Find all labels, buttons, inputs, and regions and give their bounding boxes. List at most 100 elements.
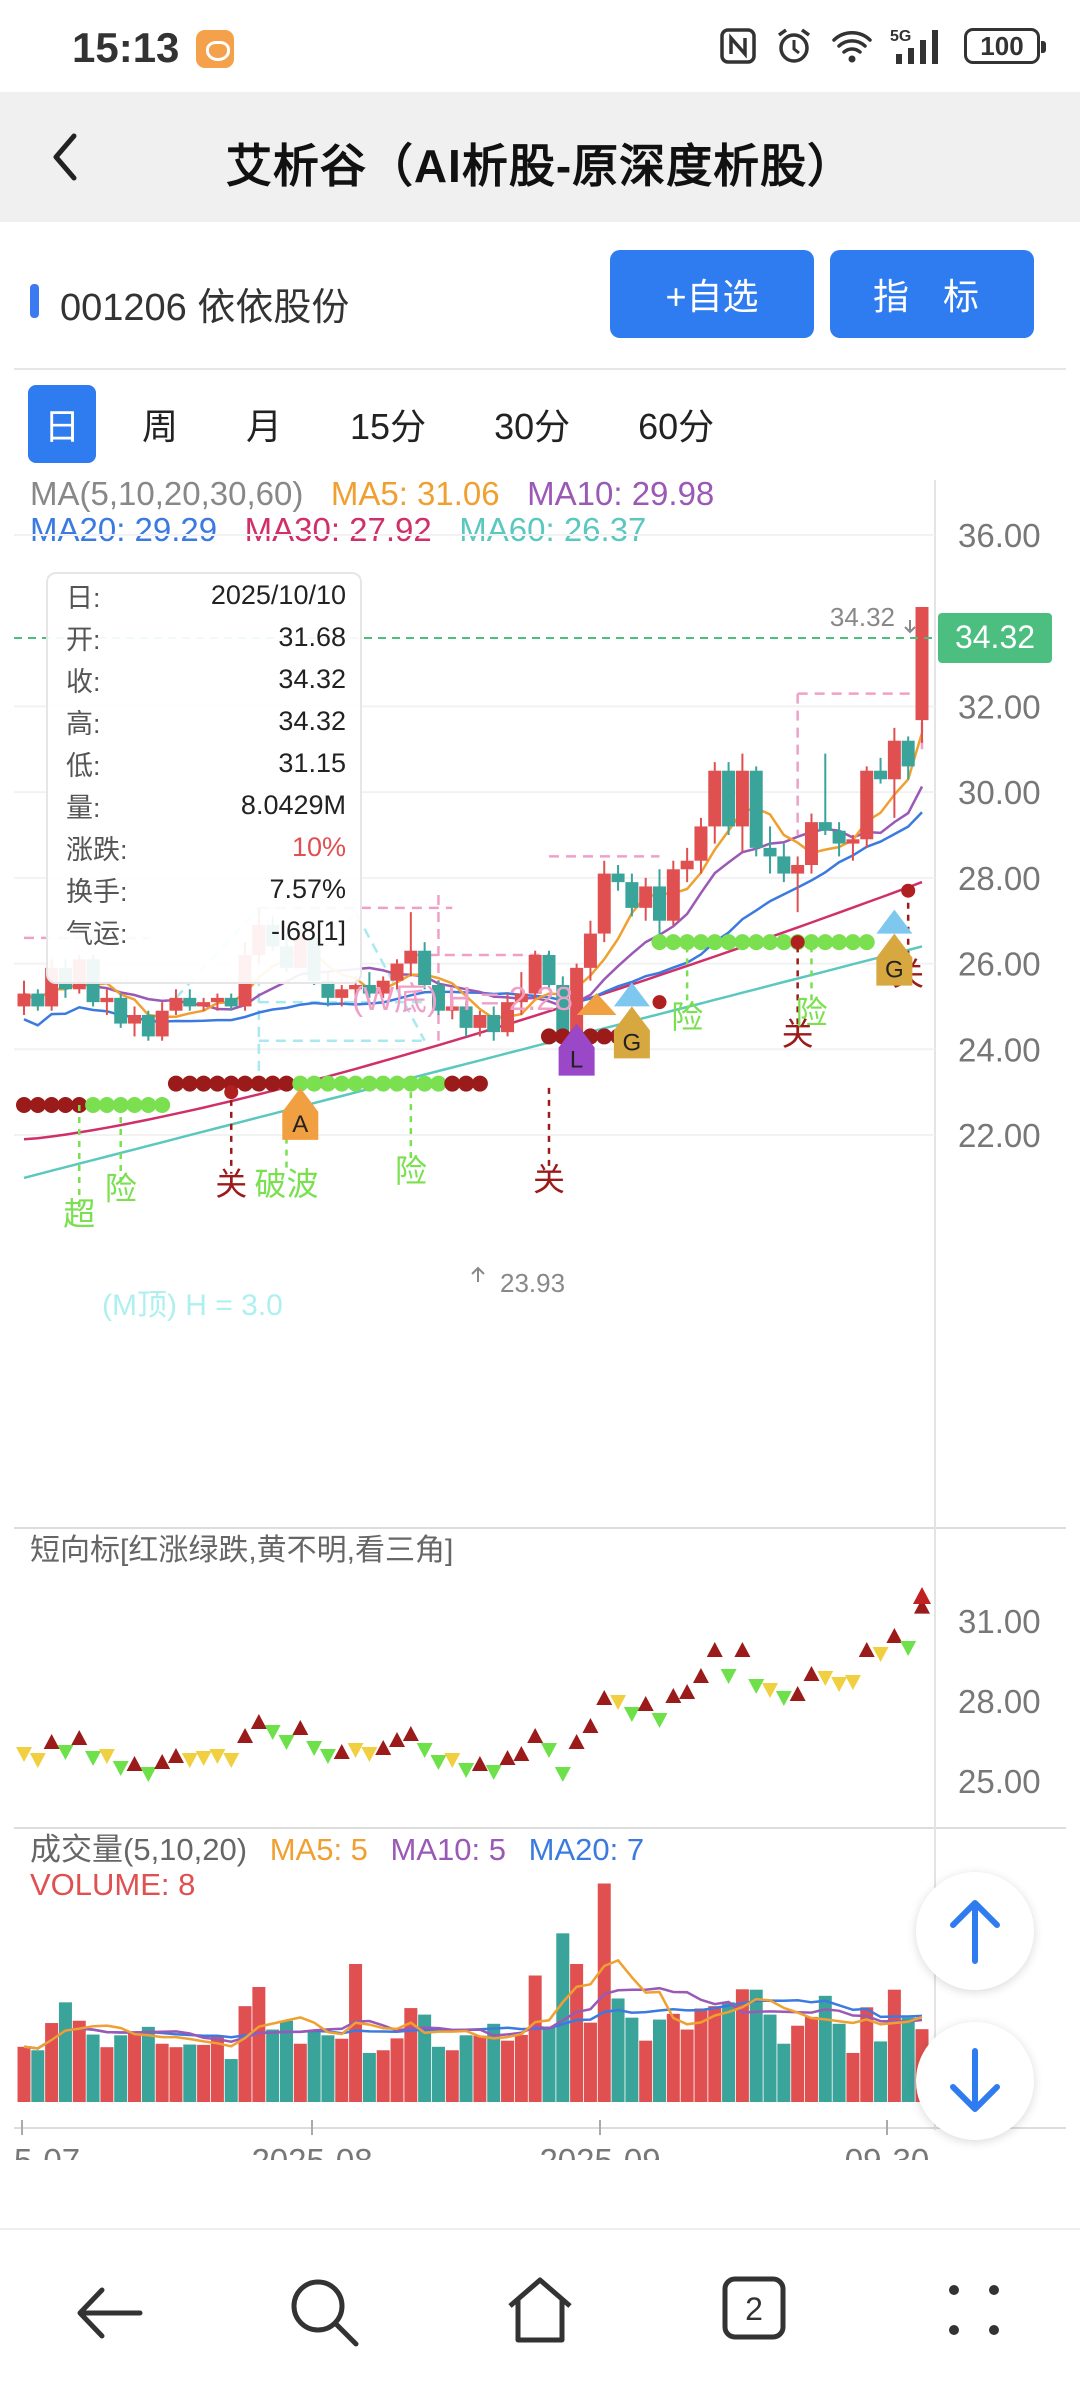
candle-info-box: 日: 2025/10/10 开: 31.68 收: 34.32 高: 34.32 低: 31.15…: [46, 572, 362, 984]
volume-bar: [749, 1989, 763, 2102]
signal-dot: [803, 934, 820, 951]
volume-bar: [197, 2044, 211, 2102]
signal-dot: [734, 934, 751, 951]
kline-chart[interactable]: 超险关破波险关险关险关ALGG 36.0032.0030.0028.0026.0…: [0, 470, 1080, 2160]
signal-dot: [126, 1097, 143, 1113]
candle-body: [183, 997, 197, 1007]
ma-legend-title: MA(5,10,20,30,60): [30, 475, 304, 512]
tab-day[interactable]: 日: [28, 385, 96, 463]
short-axis-label: 25.00: [958, 1763, 1041, 1800]
candle-body: [17, 993, 31, 1007]
ma10-label: MA10: 29.98: [527, 475, 715, 512]
short-axis-label: 31.00: [958, 1603, 1041, 1640]
volume-ma5: MA5: 5: [270, 1832, 368, 1867]
tab-15min[interactable]: 15分: [350, 406, 427, 447]
browser-nav-bar: 2: [0, 2228, 1080, 2402]
volume-bar: [293, 2043, 307, 2102]
info-row: 高: 34.32: [48, 700, 360, 742]
stock-name: 001206 依依股份: [60, 287, 350, 329]
candle-body: [224, 997, 238, 1007]
signal-dot: [540, 1028, 557, 1045]
signal-badge: [876, 933, 913, 986]
tab-60min[interactable]: 60分: [638, 406, 715, 447]
back-arrow-icon[interactable]: [36, 122, 96, 192]
short-indicator-triangle: [914, 1598, 930, 1614]
candle-body: [31, 993, 45, 1007]
volume-bar: [625, 2017, 639, 2102]
candle-body: [694, 826, 708, 861]
badge-label: A: [292, 1111, 308, 1138]
info-key: 收:: [66, 666, 101, 697]
search-icon[interactable]: [286, 2274, 362, 2350]
scroll-up-button[interactable]: [916, 1872, 1034, 1990]
short-indicator-triangle: [167, 1748, 184, 1763]
short-axis-label: 28.00: [958, 1683, 1041, 1720]
signal-dot: [154, 1097, 171, 1113]
volume-bar: [832, 2023, 846, 2102]
ma20-label: MA20: 29.29: [30, 511, 218, 548]
volume-bars: [17, 1883, 929, 2102]
signal-dot: [292, 1075, 309, 1092]
short-indicator-triangle: [762, 1683, 779, 1698]
signal-dot: [347, 1075, 364, 1092]
info-row: 低: 31.15: [48, 742, 360, 784]
volume-bar: [169, 2047, 183, 2102]
short-indicator-triangle: [706, 1642, 723, 1657]
info-key: 气运:: [66, 918, 128, 949]
short-indicator-triangle: [29, 1753, 46, 1768]
indicator-button[interactable]: 指 标: [830, 250, 1034, 338]
candle-body: [321, 980, 335, 998]
volume-bar: [887, 1989, 901, 2102]
candle-body: [791, 865, 805, 874]
signal-dot: [652, 995, 667, 1010]
short-indicator-triangle: [430, 1755, 447, 1770]
candle-body: [210, 997, 224, 1003]
info-row: 量: 8.0429M: [48, 784, 360, 826]
candle-body: [542, 955, 556, 985]
info-row: 涨跌: 10%: [48, 826, 360, 868]
info-key: 日:: [66, 582, 101, 613]
back-icon[interactable]: [70, 2278, 150, 2348]
high-marker-icon: [904, 620, 916, 634]
info-row: 日: 2025/10/10: [48, 574, 360, 616]
scroll-down-button[interactable]: [916, 2022, 1034, 2140]
signal-badge: [613, 1006, 650, 1059]
tab-30min[interactable]: 30分: [494, 406, 571, 447]
signal-dot: [444, 1075, 461, 1092]
candle-body: [832, 830, 846, 844]
candle-body: [335, 989, 349, 998]
candle-body: [874, 770, 888, 780]
short-indicator-triangle: [16, 1747, 32, 1762]
volume-bar: [611, 1998, 625, 2102]
candle-body: [349, 985, 363, 990]
volume-bar: [570, 1964, 584, 2102]
short-indicator-triangle: [250, 1714, 267, 1729]
signal-dot: [790, 935, 805, 950]
home-icon[interactable]: [502, 2272, 578, 2348]
more-icon[interactable]: [944, 2280, 1004, 2340]
tab-month[interactable]: 月: [246, 406, 283, 447]
short-indicator-triangle: [223, 1753, 240, 1768]
short-indicator-triangle: [43, 1734, 60, 1749]
short-indicator-triangle: [458, 1763, 475, 1778]
signal-label: 关: [215, 1166, 247, 1202]
info-row: 换手: 7.57%: [48, 868, 360, 910]
volume-bar: [335, 2038, 349, 2102]
tabs-count-icon[interactable]: 2: [720, 2274, 788, 2342]
info-value: 2025/10/10: [210, 579, 346, 610]
title-bar: 艾析谷（AI析股-原深度析股）: [0, 92, 1080, 222]
alarm-icon: [777, 28, 811, 63]
add-watchlist-button[interactable]: +自选: [610, 250, 814, 338]
badge-label: G: [885, 957, 904, 984]
candle-body: [155, 1010, 169, 1037]
short-indicator-triangle: [651, 1713, 668, 1728]
short-indicator-triangle: [527, 1728, 544, 1743]
candle-body: [653, 886, 667, 921]
short-indicator-triangle: [610, 1695, 627, 1710]
signal-dot: [817, 934, 834, 951]
svg-text:2: 2: [745, 2291, 763, 2327]
high-price-label: 34.32: [830, 602, 895, 632]
w-bottom-label: (W底) H = 2.28: [352, 980, 573, 1017]
tab-week[interactable]: 周: [142, 406, 179, 447]
ma-legend-row2: MA20: 29.29 MA30: 27.92 MA60: 26.37: [30, 511, 646, 549]
